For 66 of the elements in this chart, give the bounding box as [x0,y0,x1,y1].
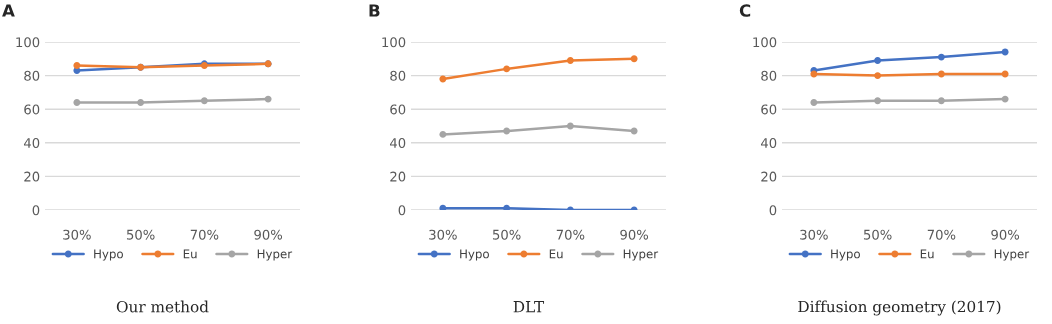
point [1001,95,1009,103]
y-tick-label: 0 [769,205,777,216]
point [439,130,447,138]
point [937,97,945,105]
point [264,95,272,103]
x-tick-label: 90% [254,229,283,240]
y-tick-label: 80 [24,70,40,81]
legend-label: Hypo [460,249,489,261]
y-tick-label: 20 [24,171,40,182]
point [73,99,81,106]
x-tick-label: 50% [863,229,892,240]
point [874,57,882,64]
point [937,53,945,61]
point [503,65,511,73]
y-tick-label: 0 [398,205,406,216]
legend-label: Hyper [994,249,1030,261]
legend-label: Hypo [94,249,123,261]
y-tick-label: 100 [753,37,777,48]
point [137,99,145,106]
x-tick-label: 70% [927,229,956,240]
chart-title: B [369,4,380,17]
x-tick-label: 90% [991,229,1020,240]
y-tick-label: 80 [761,70,777,81]
x-tick-label: 30% [429,229,457,240]
point [439,204,447,210]
x-tick-label: 90% [620,229,649,240]
legend-label: Eu [549,249,563,259]
chart-title: C [739,4,751,17]
text: Diffusion geometry (2017) [798,300,1001,316]
y-tick-label: 60 [24,104,40,115]
point [503,204,511,210]
point [874,97,882,105]
y-tick-label: 100 [382,37,406,48]
x-tick-label: 50% [126,229,155,240]
y-tick-label: 20 [390,171,406,182]
x-tick-label: 30% [63,229,91,240]
y-tick-label: 80 [390,70,406,81]
legend-label: Eu [920,249,934,259]
y-tick-label: 60 [390,104,406,115]
point [73,62,81,69]
point [874,72,882,80]
y-tick-label: 40 [760,138,777,148]
point [937,70,945,78]
legend-label: Eu [183,249,197,259]
y-tick-label: 40 [23,138,40,148]
point [566,122,574,130]
x-tick-label: 50% [492,229,521,240]
x-tick-label: 70% [556,229,585,240]
y-tick-label: 100 [16,37,40,48]
y-tick-label: 20 [761,171,777,182]
chart-title: A [2,4,15,17]
text: DLT [513,301,545,313]
y-tick-label: 40 [389,138,406,148]
point [810,99,818,106]
point [200,97,208,105]
x-tick-label: 70% [190,229,219,240]
point [630,55,638,63]
point [503,127,511,135]
legend-label: Hypo [831,249,860,261]
legend-label: Hyper [623,249,659,261]
point [566,57,574,64]
x-tick-label: 30% [800,229,828,240]
text: Our method [116,300,209,313]
legend-label: Hyper [257,249,293,261]
y-tick-label: 0 [32,205,40,216]
y-tick-label: 60 [761,104,777,115]
